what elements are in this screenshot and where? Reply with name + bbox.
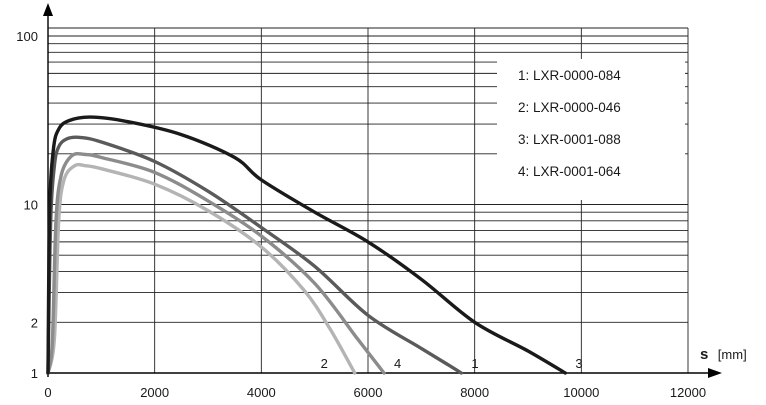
series-line	[46, 151, 386, 375]
x-tick-label: 12000	[670, 385, 706, 400]
legend-entry: 2: LXR-0000-046	[518, 100, 621, 115]
x-tick-label: 6000	[354, 385, 383, 400]
x-axis-arrow	[708, 368, 722, 378]
x-tick-label: 4000	[247, 385, 276, 400]
x-axis-unit: [mm]	[718, 347, 747, 362]
y-tick-label: 100	[16, 29, 38, 44]
series-line	[46, 135, 463, 375]
series-end-label: 2	[321, 356, 328, 371]
x-axis-title: s [mm]	[700, 346, 747, 363]
legend-box	[497, 59, 685, 200]
x-tick-label: 8000	[460, 385, 489, 400]
series-end-label: 4	[394, 356, 401, 371]
y-tick-label: 10	[24, 198, 38, 213]
legend-entry: 1: LXR-0000-084	[518, 68, 621, 83]
legend-entry: 4: LXR-0001-064	[518, 164, 621, 179]
y-axis-arrow	[43, 3, 53, 16]
y-tick-label: 2	[31, 315, 38, 330]
series-line	[46, 115, 567, 375]
x-tick-label: 10000	[563, 385, 599, 400]
x-tick-label: 0	[44, 385, 51, 400]
legend: 1: LXR-0000-084 2: LXR-0000-046 3: LXR-000…	[497, 59, 685, 200]
series-end-label: 3	[575, 356, 582, 371]
series-end-labels: 2 4 1 3	[321, 356, 583, 371]
series-line	[46, 162, 357, 375]
series-end-label: 1	[471, 356, 478, 371]
data-series	[46, 115, 567, 375]
x-axis-symbol: s	[700, 346, 708, 363]
y-tick-label: 1	[31, 366, 38, 381]
x-tick-label: 2000	[140, 385, 169, 400]
legend-entry: 3: LXR-0001-088	[518, 132, 621, 147]
tick-labels: 0 2000 4000 6000 8000 10000 12000 1 2 10 100	[16, 29, 706, 400]
